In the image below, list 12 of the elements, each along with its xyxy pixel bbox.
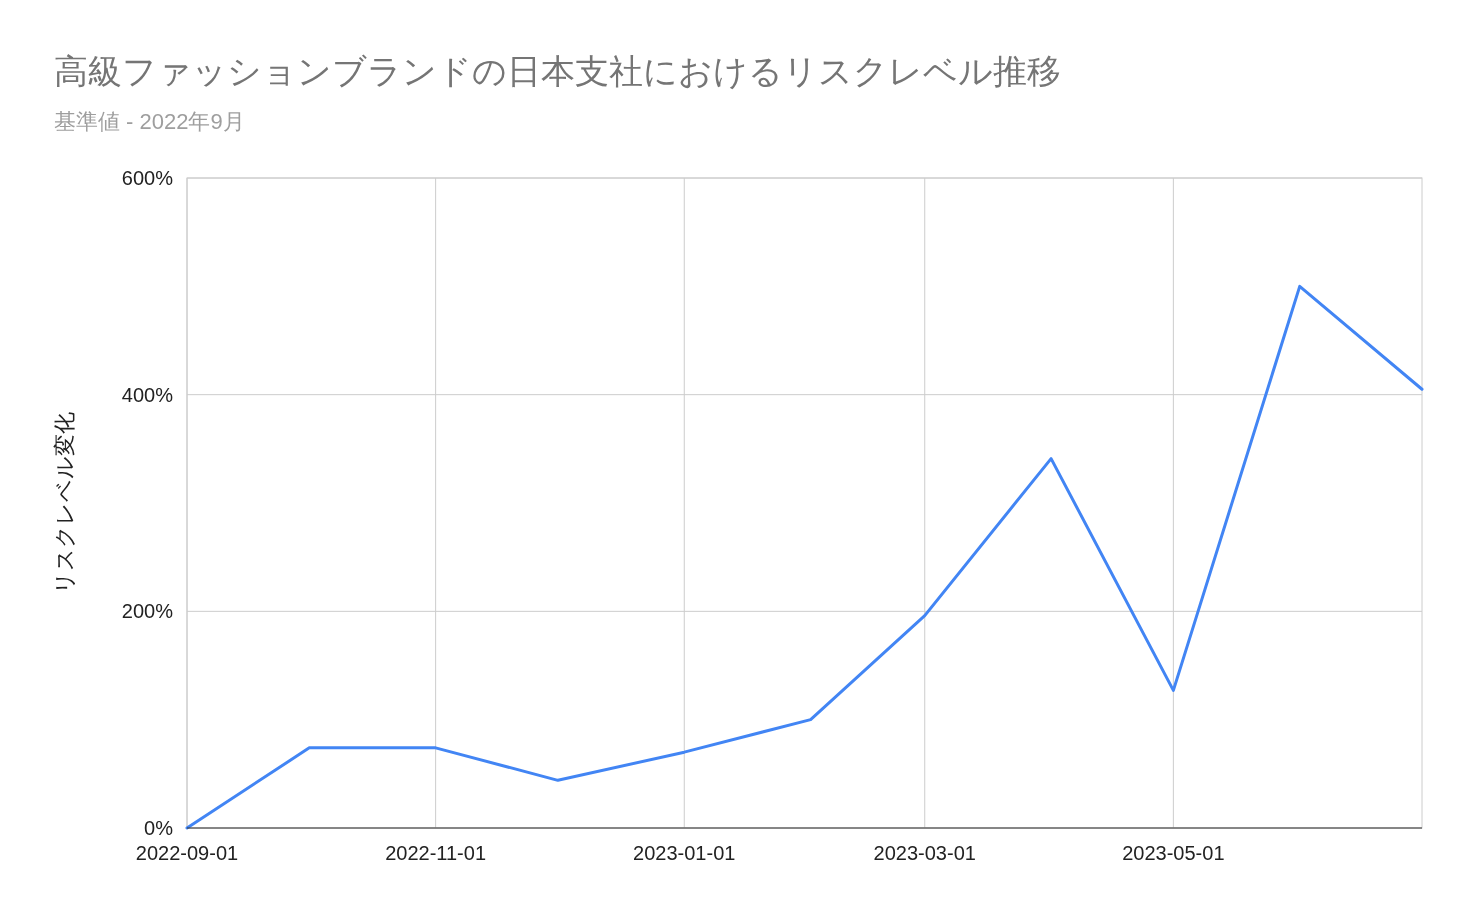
chart-subtitle: 基準値 - 2022年9月 bbox=[54, 109, 245, 134]
y-tick-label: 0% bbox=[144, 817, 174, 839]
x-tick-label: 2023-01-01 bbox=[633, 842, 736, 864]
chart-title: 高級ファッションブランドの日本支社におけるリスクレベル推移 bbox=[54, 52, 1061, 90]
x-tick-label: 2023-05-01 bbox=[1122, 842, 1225, 864]
y-tick-label: 400% bbox=[121, 383, 174, 406]
y-axis-title: リスクレベル変化 bbox=[52, 412, 77, 594]
x-tick-label: 2023-03-01 bbox=[873, 842, 976, 864]
x-tick-label: 2022-09-01 bbox=[135, 842, 239, 864]
x-tick-label: 2022-11-01 bbox=[385, 842, 487, 864]
y-tick-label: 200% bbox=[121, 600, 174, 623]
y-tick-label: 600% bbox=[121, 167, 174, 189]
